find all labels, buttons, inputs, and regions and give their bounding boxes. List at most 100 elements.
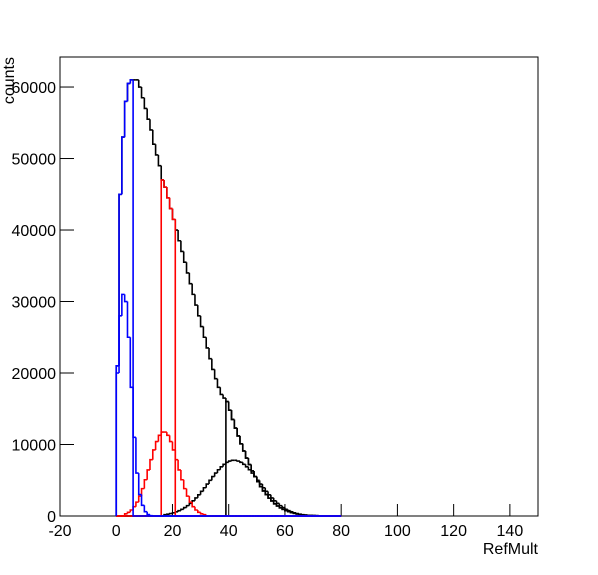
histogram-bin <box>174 219 179 517</box>
histogram-bin <box>278 503 283 507</box>
histogram-bin <box>278 505 283 509</box>
histogram-bin <box>244 450 249 459</box>
histogram-bin <box>191 283 195 296</box>
histogram-bin <box>140 87 145 99</box>
histogram-bin <box>295 512 299 515</box>
histogram-bin <box>194 497 198 501</box>
y-tick-label: 40000 <box>12 223 57 240</box>
histogram-bin <box>166 432 170 437</box>
histogram-bin <box>160 431 165 436</box>
histogram-bin <box>199 315 204 328</box>
x-tick-label: 140 <box>497 523 524 540</box>
x-tick-label: 60 <box>276 523 294 540</box>
y-tick-label: 30000 <box>12 295 57 312</box>
histogram-bin <box>219 387 224 396</box>
histogram-bin <box>247 458 252 466</box>
y-tick-label: 20000 <box>12 366 57 383</box>
histogram-bin <box>258 480 263 485</box>
histogram-bin <box>227 401 232 411</box>
histogram-bin <box>267 494 271 499</box>
histogram-bin <box>163 179 167 188</box>
histogram-bin <box>180 240 184 253</box>
histogram-bin <box>225 400 229 516</box>
histogram-bin <box>222 394 226 399</box>
histogram-bin <box>132 79 136 517</box>
histogram-bin <box>166 187 170 199</box>
histogram-bin <box>129 337 134 389</box>
plot-frame <box>59 56 539 517</box>
y-axis-label: counts <box>1 57 18 104</box>
histogram-bin <box>137 495 142 503</box>
histogram-bin <box>140 487 145 497</box>
histogram-bin <box>275 500 280 505</box>
histogram-bin <box>137 473 142 496</box>
histogram-bin <box>194 506 198 511</box>
histogram-bin <box>151 129 156 146</box>
histogram-bin <box>236 460 240 462</box>
histogram-bin <box>177 509 181 512</box>
histogram-bin <box>168 512 173 515</box>
histogram-bin <box>219 466 224 470</box>
histogram-bin <box>211 475 215 481</box>
histogram-bin <box>284 507 288 511</box>
histogram-bin <box>135 437 139 474</box>
histogram-bin <box>126 82 131 102</box>
histogram-bin <box>196 493 201 498</box>
histogram-bin <box>121 136 125 195</box>
histogram-bin <box>121 293 125 316</box>
histogram-bin <box>168 197 173 210</box>
histogram-bin <box>182 506 187 510</box>
histogram-bin <box>253 473 257 478</box>
histogram-bin <box>199 512 204 515</box>
histogram-bin <box>261 484 266 489</box>
histogram-bin <box>202 513 207 516</box>
histogram-bin <box>196 305 201 317</box>
histogram-bin <box>230 459 235 462</box>
histogram-bin <box>149 458 153 470</box>
histogram-bin <box>118 315 122 374</box>
histogram-bin <box>264 490 269 496</box>
histogram-bin <box>286 509 291 512</box>
histogram-bin <box>154 144 159 156</box>
histogram-bin <box>241 462 246 466</box>
histogram-bin <box>272 497 277 502</box>
histogram-bin <box>213 369 218 380</box>
histogram-bin <box>199 490 204 495</box>
histogram-bin <box>264 487 269 493</box>
histogram-bin <box>213 472 218 477</box>
histogram-bin <box>272 500 277 505</box>
histogram-bin <box>256 476 260 482</box>
histogram-bin <box>185 488 190 497</box>
histogram-bin <box>301 513 305 516</box>
histogram-bin <box>216 468 221 474</box>
histogram-bin <box>205 483 210 488</box>
histogram-bin <box>230 410 235 421</box>
histogram-bin <box>227 460 232 463</box>
histogram-bin <box>275 503 280 507</box>
histogram-bin <box>281 505 285 509</box>
x-tick-label: -20 <box>48 523 71 540</box>
histogram-bin <box>247 466 252 471</box>
histogram-bin <box>177 459 181 471</box>
histogram-bin <box>129 509 134 513</box>
histogram-bin <box>233 419 238 429</box>
histogram-bin <box>225 461 229 465</box>
histogram-bin <box>205 337 210 349</box>
histogram-bin <box>208 479 212 485</box>
histogram-bin <box>194 294 198 306</box>
histogram-bin <box>171 208 176 221</box>
histogram-bin <box>292 511 297 514</box>
histogram-bin <box>160 165 165 181</box>
histogram-bin <box>160 179 165 516</box>
histogram-bin <box>191 502 195 508</box>
histogram-bin <box>180 508 184 511</box>
histogram-bin <box>157 154 162 167</box>
x-tick-label: 0 <box>112 523 121 540</box>
histogram-bin <box>222 463 226 467</box>
histogram-bin <box>182 251 187 263</box>
x-axis-label: RefMult <box>483 541 539 558</box>
histogram-bin <box>149 514 153 517</box>
x-tick-label: 40 <box>220 523 238 540</box>
histogram-bin <box>129 79 134 84</box>
